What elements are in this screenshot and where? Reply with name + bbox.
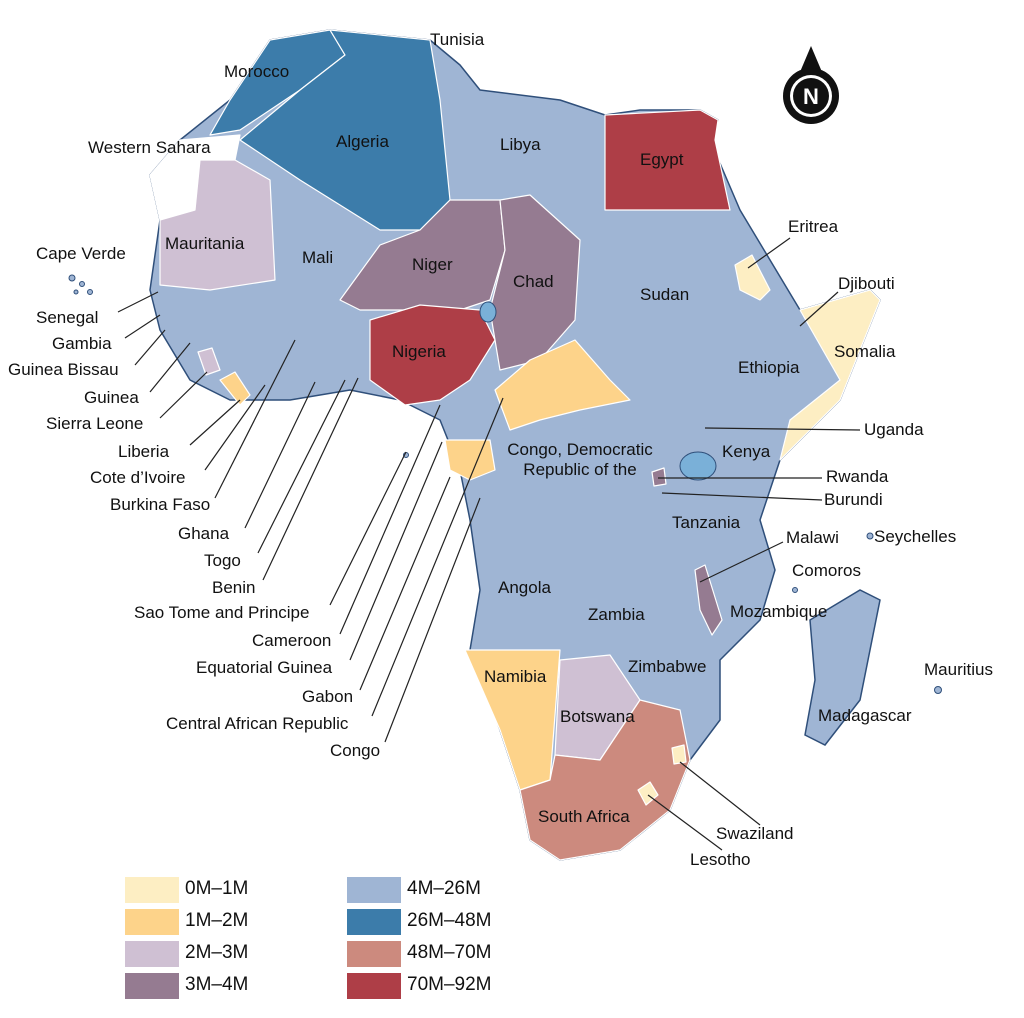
country-label: Lesotho [690, 850, 751, 869]
country-label: Kenya [722, 442, 771, 461]
country-label: Madagascar [818, 706, 912, 725]
country-label: Djibouti [838, 274, 895, 293]
country-label: Mauritius [924, 660, 993, 679]
mauritania [159, 159, 276, 291]
legend-label: 48M–70M [407, 942, 492, 963]
country-label: South Africa [538, 807, 630, 826]
south-africa [519, 699, 691, 861]
country-label: Equatorial Guinea [196, 658, 333, 677]
country-label: Togo [204, 551, 241, 570]
country-label: Guinea Bissau [8, 360, 119, 379]
country-label: Mali [302, 248, 334, 267]
sierra-leone [197, 347, 221, 376]
country-label: Sao Tome and Principe [134, 603, 310, 622]
country-label: Malawi [786, 528, 839, 547]
country-label: Libya [500, 135, 541, 154]
country-label: Nigeria [392, 342, 446, 361]
country-label: Benin [212, 578, 256, 597]
egypt [604, 109, 731, 211]
country-label: Swaziland [716, 824, 794, 843]
swaziland [671, 744, 687, 765]
legend-swatch [125, 909, 179, 935]
eritrea [734, 254, 771, 301]
country-label: Gabon [302, 687, 354, 706]
lake-victoria [679, 451, 717, 481]
country-label: Burkina Faso [110, 495, 211, 514]
leader-lines [117, 237, 861, 851]
nigeria [369, 304, 496, 406]
country-label: Burundi [824, 490, 883, 509]
country-label: Uganda [864, 420, 924, 439]
gabon [444, 439, 496, 481]
country-label: Egypt [640, 150, 684, 169]
country-label: Tunisia [430, 30, 485, 49]
lake-chad [479, 301, 497, 323]
compass: N [783, 46, 839, 124]
legend-swatch [347, 941, 401, 967]
country-label: Morocco [224, 62, 290, 81]
country-label: Sudan [640, 285, 690, 304]
country-label: Congo [330, 741, 381, 760]
country-label: Seychelles [874, 527, 957, 546]
compass-label: N [803, 84, 819, 109]
country-label: Angola [498, 578, 551, 597]
country-label: Central African Republic [166, 714, 349, 733]
country-label: Western Sahara [88, 138, 211, 157]
country-label: Niger [412, 255, 453, 274]
legend-label: 4M–26M [407, 878, 481, 899]
lesotho [637, 781, 659, 806]
legend-swatch [125, 973, 179, 999]
madagascar [804, 589, 881, 746]
country-label: Tanzania [672, 513, 741, 532]
liberia [219, 371, 251, 406]
country-label: Cameroon [252, 631, 332, 650]
malawi [694, 564, 723, 636]
legend-label: 1M–2M [185, 910, 249, 931]
legend-label: 26M–48M [407, 910, 492, 931]
islands [68, 274, 942, 694]
country-label: Zambia [588, 605, 645, 624]
country-label: Algeria [336, 132, 389, 151]
legend-swatch [347, 877, 401, 903]
legend-label: 3M–4M [185, 974, 249, 995]
country-label: Comoros [792, 561, 861, 580]
legend-swatch [125, 877, 179, 903]
country-label: Mozambique [730, 602, 828, 621]
country-label: Namibia [484, 667, 547, 686]
country-label: Liberia [118, 442, 170, 461]
country-label: Senegal [36, 308, 99, 327]
country-label: Eritrea [788, 217, 839, 236]
country-label: Chad [513, 272, 554, 291]
legend-swatch [347, 973, 401, 999]
country-label: Cape Verde [36, 244, 126, 263]
country-label: Gambia [52, 334, 112, 353]
country-label: Ethiopia [738, 358, 800, 377]
legend-swatch [347, 909, 401, 935]
country-label: Somalia [834, 342, 896, 361]
country-label: Zimbabwe [628, 657, 707, 676]
algeria [239, 29, 451, 231]
country-label: Congo, Democratic Republic of the [507, 440, 653, 479]
legend-label: 0M–1M [185, 878, 249, 899]
legend-label: 2M–3M [185, 942, 249, 963]
country-label: Rwanda [826, 467, 889, 486]
country-label: Ghana [178, 524, 230, 543]
somalia [779, 289, 881, 461]
country-label: Botswana [560, 707, 635, 726]
country-label: Sierra Leone [46, 414, 144, 433]
country-label: Guinea [84, 388, 139, 407]
country-label: Mauritania [165, 234, 245, 253]
car [494, 339, 631, 431]
legend-label: 70M–92M [407, 974, 492, 995]
rwanda [651, 467, 667, 487]
country-label: Cote d’Ivoire [90, 468, 186, 487]
legend-swatch [125, 941, 179, 967]
